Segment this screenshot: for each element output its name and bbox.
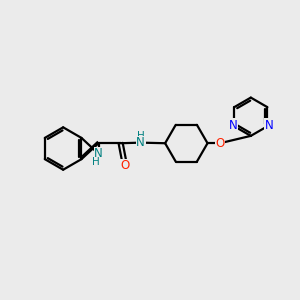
Text: N: N xyxy=(136,136,145,149)
Text: O: O xyxy=(120,159,129,172)
Text: H: H xyxy=(92,157,100,167)
Text: N: N xyxy=(265,119,273,132)
Text: N: N xyxy=(228,119,237,132)
Text: H: H xyxy=(137,131,145,141)
Text: N: N xyxy=(94,147,103,160)
Text: O: O xyxy=(216,137,225,150)
